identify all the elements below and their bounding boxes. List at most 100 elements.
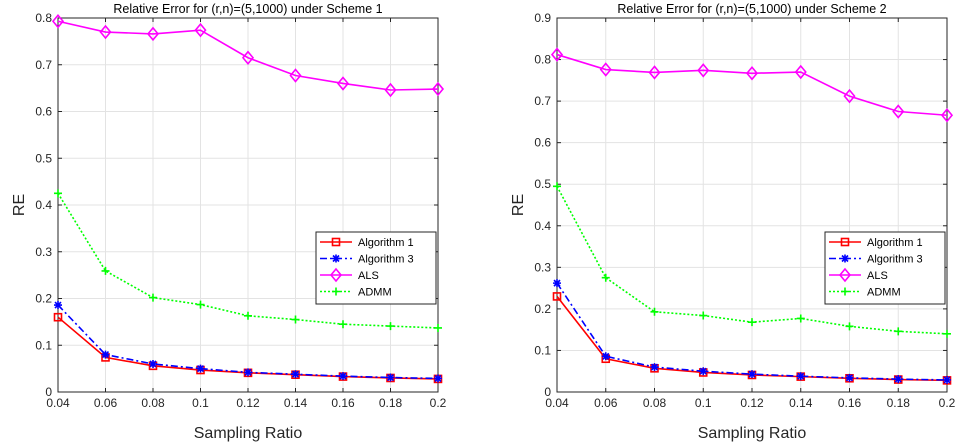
data-point-marker [894, 375, 903, 384]
x-tick-label: 0.06 [594, 396, 618, 410]
data-point-marker [51, 14, 65, 29]
data-point-marker [291, 315, 300, 324]
data-point-marker [699, 311, 708, 320]
x-tick-label: 0.1 [695, 396, 712, 410]
data-point-marker [339, 320, 347, 329]
series-line [57, 20, 439, 91]
x-axis-label: Sampling Ratio [698, 425, 807, 442]
series-algorithm-3 [54, 301, 442, 383]
y-tick-label: 0.3 [35, 245, 52, 259]
chart-title: Relative Error for (r,n)=(5,1000) under … [113, 2, 382, 16]
y-tick-label: 0.8 [35, 11, 52, 25]
x-tick-label: 0.2 [430, 396, 447, 410]
legend-swatch-marker [329, 267, 343, 283]
data-point-marker [599, 62, 612, 77]
data-point-marker [149, 359, 157, 368]
data-point-marker [601, 352, 610, 361]
y-tick-label: 0.2 [35, 292, 52, 306]
series-als [51, 14, 445, 98]
legend-label: Algorithm 3 [867, 254, 923, 266]
legend-label: Algorithm 1 [358, 237, 414, 249]
legend-swatch-marker [840, 237, 850, 247]
y-tick-label: 0.6 [35, 105, 52, 119]
y-tick-label: 0.1 [534, 343, 551, 357]
series-admm [54, 189, 442, 332]
y-tick-label: 0.1 [35, 338, 52, 352]
series-line [556, 53, 948, 117]
data-point-marker [384, 82, 397, 98]
data-point-marker [101, 266, 110, 275]
legend-swatch-marker [841, 287, 849, 296]
data-point-marker [553, 279, 561, 288]
x-tick-label: 0.1 [192, 396, 209, 410]
data-point-marker [241, 50, 255, 65]
y-tick-label: 0.5 [35, 151, 52, 165]
data-point-marker [54, 189, 62, 198]
x-tick-label: 0.14 [789, 396, 813, 410]
data-point-marker [650, 307, 659, 316]
data-point-marker [943, 375, 951, 384]
y-tick-label: 0.7 [534, 94, 551, 108]
data-point-marker [550, 47, 564, 62]
data-point-marker [336, 76, 350, 91]
data-point-marker [894, 327, 903, 336]
data-point-marker [940, 107, 954, 123]
x-tick-label: 0.16 [331, 396, 355, 410]
y-tick-label: 0 [45, 385, 52, 399]
y-axis-label: RE [11, 194, 28, 216]
data-point-marker [386, 322, 395, 331]
x-tick-label: 0.08 [643, 396, 667, 410]
data-point-marker [146, 26, 160, 42]
x-tick-label: 0.18 [887, 396, 911, 410]
data-point-marker [101, 350, 110, 359]
y-tick-label: 0.7 [35, 58, 52, 72]
data-point-marker [650, 363, 659, 372]
data-point-marker [99, 24, 112, 40]
x-tick-label: 0.12 [740, 396, 764, 410]
data-point-marker [553, 182, 561, 191]
data-point-marker [196, 364, 205, 373]
data-point-marker [53, 312, 63, 322]
x-tick-label: 0.16 [838, 396, 862, 410]
legend-label: ADMM [358, 287, 392, 299]
data-point-marker [291, 370, 300, 379]
data-point-marker [748, 318, 756, 327]
legend-label: ALS [867, 270, 888, 282]
y-tick-label: 0.4 [534, 219, 551, 233]
legend-swatch-marker [838, 267, 852, 283]
data-point-marker [943, 329, 951, 338]
data-point-marker [748, 370, 756, 379]
series-line [57, 192, 439, 329]
legend: Algorithm 1 Algorithm 3 ALS ADMM [824, 231, 946, 305]
data-point-marker [289, 68, 302, 83]
series-admm [553, 182, 951, 338]
data-point-marker [843, 88, 856, 104]
data-point-marker [601, 273, 610, 282]
y-tick-label: 0.4 [35, 198, 52, 212]
data-point-marker [196, 300, 205, 309]
legend-label: ADMM [867, 287, 901, 299]
y-tick-label: 0.5 [534, 177, 551, 191]
legend-label: Algorithm 1 [867, 237, 923, 249]
y-tick-label: 0.2 [534, 302, 551, 316]
data-point-marker [386, 373, 395, 382]
legend-label: Algorithm 3 [358, 254, 414, 266]
data-point-marker [648, 65, 661, 80]
data-point-marker [845, 373, 854, 382]
y-tick-label: 0.3 [534, 260, 551, 274]
data-point-marker [796, 314, 805, 323]
legend: Algorithm 1 Algorithm 3 ALS ADMM [315, 231, 437, 305]
data-point-marker [431, 81, 445, 97]
data-point-marker [552, 292, 562, 301]
data-point-marker [244, 368, 252, 377]
data-point-marker [339, 372, 347, 381]
data-point-marker [244, 311, 252, 320]
data-point-marker [54, 301, 62, 310]
data-point-marker [434, 374, 442, 383]
y-tick-label: 0.9 [534, 11, 551, 25]
data-point-marker [794, 64, 807, 80]
x-axis-label: Sampling Ratio [194, 425, 303, 442]
series-als [550, 47, 954, 123]
data-point-marker [699, 367, 708, 376]
data-point-marker [845, 322, 854, 331]
